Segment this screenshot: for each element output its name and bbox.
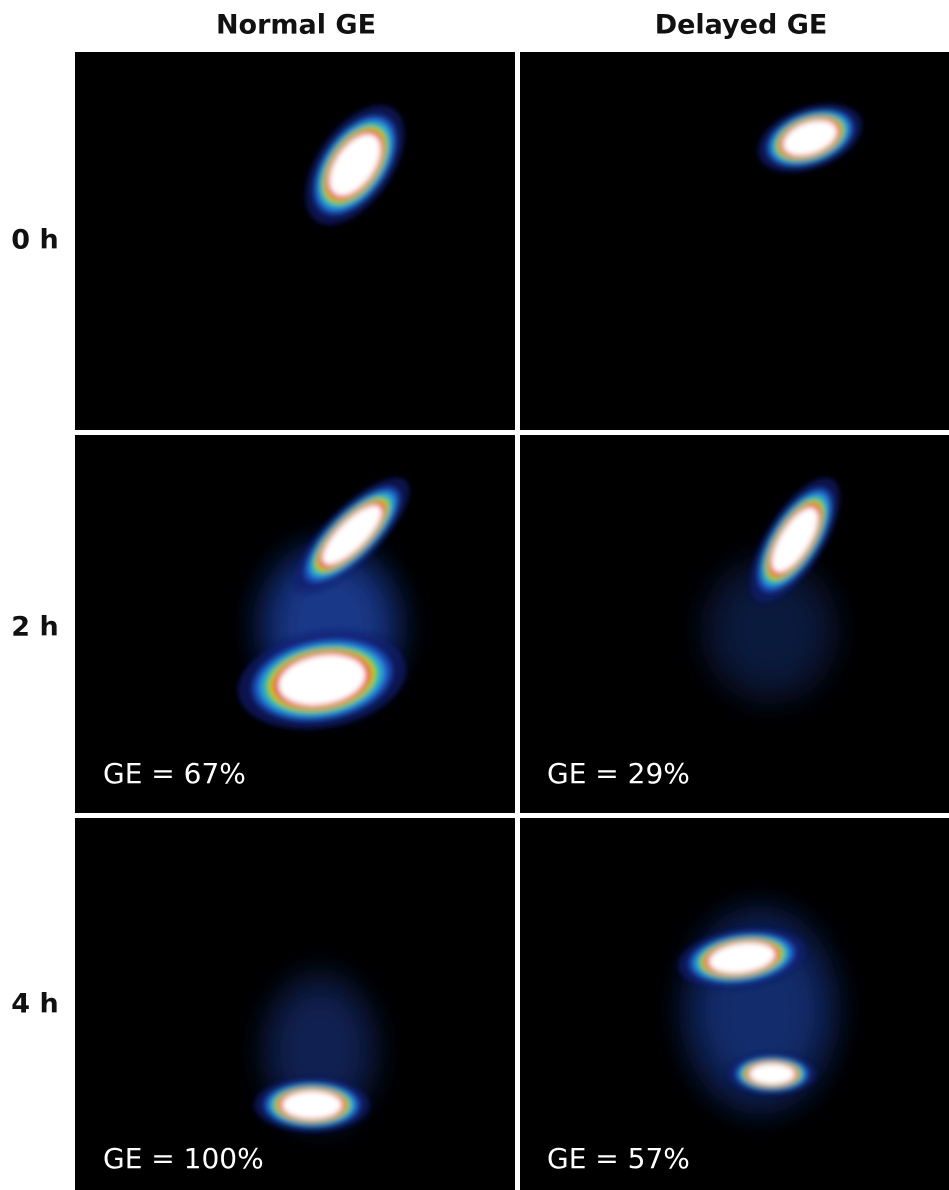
ge-label: GE = 57%: [547, 1142, 690, 1175]
row-label: 2 h: [11, 612, 58, 643]
panel: [520, 52, 949, 430]
figure: Normal GE Delayed GE 0 h 2 h 4 h GE = 67…: [0, 0, 949, 1190]
row-label: 4 h: [11, 989, 58, 1020]
column-header: Delayed GE: [655, 10, 828, 41]
ge-label: GE = 67%: [103, 757, 246, 790]
panel: [75, 52, 515, 430]
row-label: 0 h: [11, 225, 58, 256]
ge-label: GE = 29%: [547, 757, 690, 790]
ge-label: GE = 100%: [103, 1142, 264, 1175]
column-header: Normal GE: [216, 10, 376, 41]
